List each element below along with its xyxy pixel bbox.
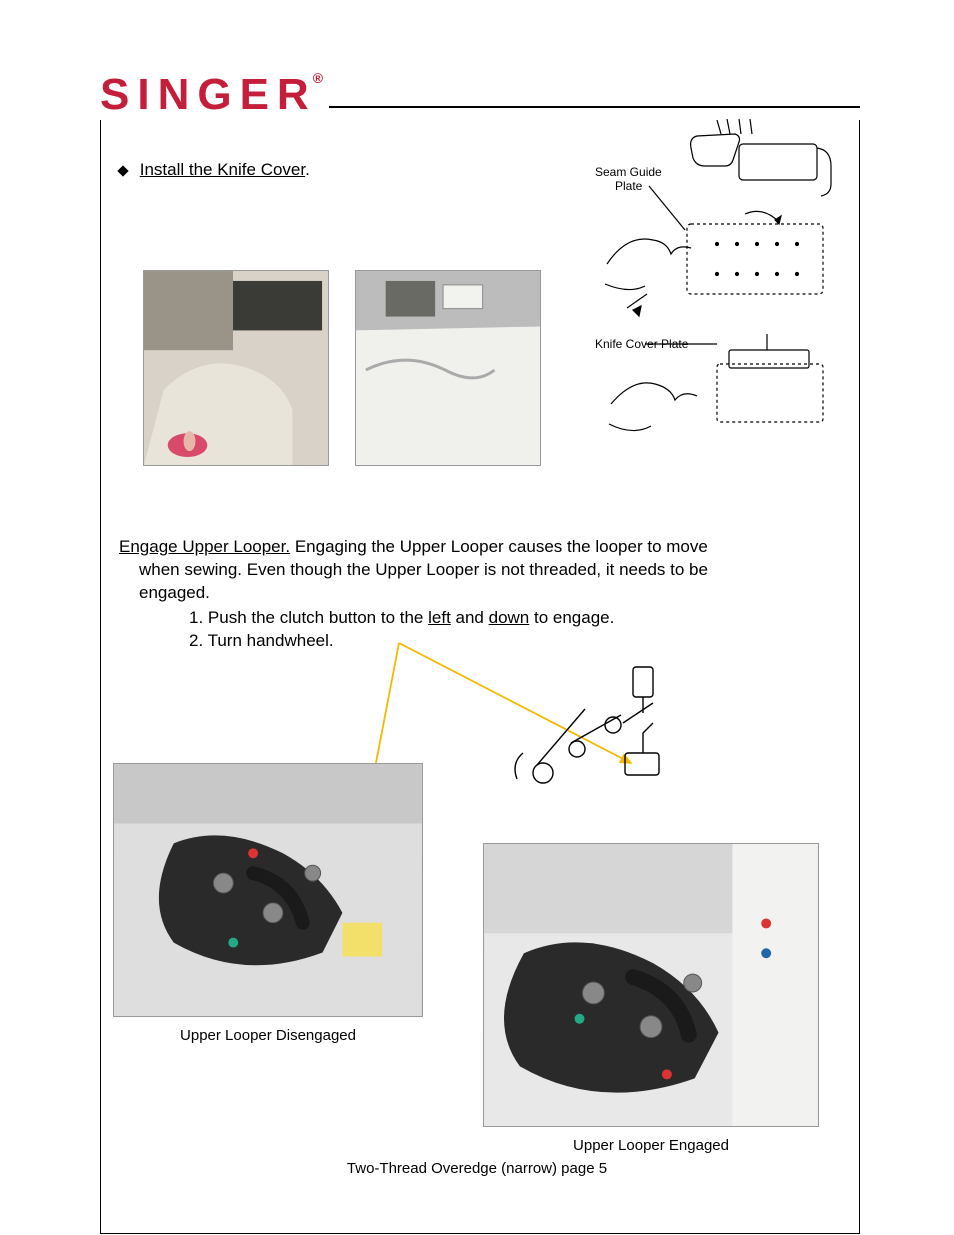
svg-text:Plate: Plate <box>615 179 643 193</box>
logo-registered: ® <box>313 70 323 86</box>
section2-title: Engage Upper Looper. <box>119 537 290 556</box>
section2-trail: Engaging the Upper Looper causes the loo… <box>290 537 708 556</box>
brand-logo: SINGER® <box>100 70 323 120</box>
section2-steps: 1. Push the clutch button to the left an… <box>189 607 841 653</box>
step1-suffix: to engage. <box>529 608 614 627</box>
step1-left: left <box>428 608 451 627</box>
photo-engaged-block: Upper Looper Engaged <box>483 843 819 1154</box>
caption-engaged: Upper Looper Engaged <box>483 1137 819 1154</box>
photo-knife-cover-1 <box>143 270 329 466</box>
header-rule <box>329 106 860 108</box>
section1-title: Install the Knife Cover <box>140 160 305 179</box>
bullet-diamond-icon <box>117 165 128 176</box>
section2-line1: Engage Upper Looper. Engaging the Upper … <box>119 536 841 559</box>
step1-prefix: 1. Push the clutch button to the <box>189 608 428 627</box>
step2: 2. Turn handwheel. <box>189 630 841 653</box>
diagram-label-knife-cover: Knife Cover Plate <box>595 337 689 351</box>
logo-text: SINGER <box>100 70 317 119</box>
step1: 1. Push the clutch button to the left an… <box>189 607 841 630</box>
photo-disengaged-block: Upper Looper Disengaged <box>113 763 423 1044</box>
page: SINGER® Install the Knife Cover. <box>100 60 860 1234</box>
section2: Engage Upper Looper. Engaging the Upper … <box>119 536 841 653</box>
content-frame: Install the Knife Cover. <box>100 120 860 1234</box>
section1-period: . <box>305 160 310 179</box>
step1-down: down <box>489 608 530 627</box>
section2-line3: engaged. <box>139 582 841 605</box>
looper-area: Upper Looper Disengaged <box>113 693 847 1213</box>
knife-cover-diagram: Seam Guide Plate Knife Cover Plate <box>587 114 847 454</box>
header: SINGER® <box>100 60 860 120</box>
photo-knife-cover-2 <box>355 270 541 466</box>
page-footer: Two-Thread Overedge (narrow) page 5 <box>0 1160 954 1177</box>
caption-disengaged: Upper Looper Disengaged <box>113 1027 423 1044</box>
step1-mid: and <box>451 608 489 627</box>
looper-mechanism-diagram <box>493 653 693 823</box>
photo-looper-engaged <box>483 843 819 1127</box>
photo-looper-disengaged <box>113 763 423 1017</box>
diagram-label-seam-guide: Seam Guide <box>595 165 662 179</box>
section2-line2: when sewing. Even though the Upper Loope… <box>139 559 841 582</box>
